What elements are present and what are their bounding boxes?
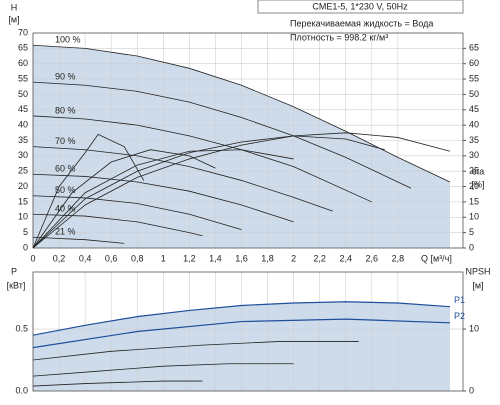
- y-axis-label: P: [11, 266, 17, 276]
- x-tick-label: 2,2: [313, 253, 326, 263]
- y-axis-unit: [кВт]: [7, 280, 26, 290]
- y-tick-label: 35: [18, 135, 28, 145]
- y2-tick-label: 30: [469, 150, 479, 160]
- note: Плотность = 998.2 кг/м³: [290, 32, 388, 42]
- x-tick-label: 1,6: [235, 253, 248, 263]
- x-tick-label: 2,8: [392, 253, 405, 263]
- y2-tick-label: 25: [469, 166, 479, 176]
- curve: [32, 133, 145, 249]
- y2-tick-label: 55: [469, 73, 479, 83]
- y-tick-label: 0.5: [15, 323, 28, 333]
- x-tick-label: 0,4: [79, 253, 92, 263]
- y2-tick-label: 5: [469, 227, 474, 237]
- curve-label: P2: [454, 311, 465, 321]
- y-tick-label: 50: [18, 89, 28, 99]
- y2-tick-label: 10: [469, 212, 479, 222]
- curve-label: 90 %: [55, 72, 76, 82]
- y-tick-label: 0: [23, 242, 28, 252]
- curve: [32, 135, 385, 249]
- y2-tick-label: 60: [469, 58, 479, 68]
- y-tick-label: 10: [18, 212, 28, 222]
- x-tick-label: 1,4: [209, 253, 222, 263]
- y-tick-label: 0.0: [15, 385, 28, 395]
- x-tick-label: 1,2: [183, 253, 196, 263]
- curve: [32, 81, 412, 189]
- y-tick-label: 70: [18, 27, 28, 37]
- y2-axis-label: NPSH: [465, 266, 490, 276]
- y-tick-label: 30: [18, 150, 28, 160]
- y2-tick-label: 0: [469, 242, 474, 252]
- curve: [32, 146, 333, 212]
- curve: [32, 173, 294, 223]
- curve: [32, 363, 294, 377]
- y2-tick-label: 35: [469, 135, 479, 145]
- y-tick-label: 60: [18, 58, 28, 68]
- y2-tick-label: 10: [469, 323, 479, 333]
- y-tick-label: 15: [18, 196, 28, 206]
- x-tick-label: 1,8: [261, 253, 274, 263]
- y2-tick-label: 15: [469, 196, 479, 206]
- y2-tick-label: 40: [469, 120, 479, 130]
- y-tick-label: 40: [18, 120, 28, 130]
- plot-frame: [32, 271, 464, 392]
- y-tick-label: 25: [18, 166, 28, 176]
- curve: [32, 301, 451, 336]
- y2-tick-label: 0: [469, 385, 474, 395]
- note: Перекачиваемая жидкость = Вода: [290, 18, 433, 28]
- x-tick-label: 2,4: [339, 253, 352, 263]
- x-tick-label: 2: [291, 253, 296, 263]
- x-tick-label: 1: [161, 253, 166, 263]
- y2-tick-label: 50: [469, 89, 479, 99]
- y2-tick-label: 65: [469, 43, 479, 53]
- y2-axis-unit: [м]: [472, 280, 483, 290]
- chart-title: CME1-5, 1*230 V, 50Hz: [312, 1, 408, 11]
- y-tick-label: 45: [18, 104, 28, 114]
- x-axis-label: Q [м³/ч]: [421, 253, 452, 263]
- y2-tick-label: 45: [469, 104, 479, 114]
- x-tick-label: 0,6: [105, 253, 118, 263]
- curve: [32, 236, 125, 244]
- curve-label: 80 %: [55, 105, 76, 115]
- x-tick-label: 0,2: [53, 253, 66, 263]
- curve-label: 50 %: [55, 185, 76, 195]
- y-tick-label: 65: [18, 43, 28, 53]
- y-tick-label: 5: [23, 227, 28, 237]
- y-axis-label: H: [11, 2, 18, 12]
- curve: [32, 132, 451, 249]
- x-tick-label: 0: [30, 253, 35, 263]
- curve: [32, 318, 450, 349]
- curve: [32, 341, 359, 361]
- y-axis-unit: [м]: [8, 14, 19, 24]
- y-tick-label: 20: [18, 181, 28, 191]
- curve-label: P1: [454, 295, 465, 305]
- x-tick-label: 2,6: [366, 253, 379, 263]
- curve-label: 21 %: [55, 227, 76, 237]
- y2-tick-label: 20: [469, 181, 479, 191]
- plot-frame: [32, 32, 464, 249]
- y2-axis-unit: [%]: [471, 179, 484, 189]
- curve-label: 100 %: [55, 35, 81, 45]
- info-box: [257, 0, 464, 14]
- y-tick-label: 55: [18, 73, 28, 83]
- curve: [32, 195, 242, 230]
- curve: [32, 115, 372, 203]
- curve: [32, 149, 294, 249]
- curve: [32, 149, 216, 249]
- curve: [32, 380, 203, 387]
- curve-label: 60 %: [55, 164, 76, 174]
- x-tick-label: 0,8: [131, 253, 144, 263]
- curve-label: 70 %: [55, 136, 76, 146]
- curve-label: 40 %: [55, 204, 76, 214]
- y2-axis-label: eta: [472, 166, 485, 176]
